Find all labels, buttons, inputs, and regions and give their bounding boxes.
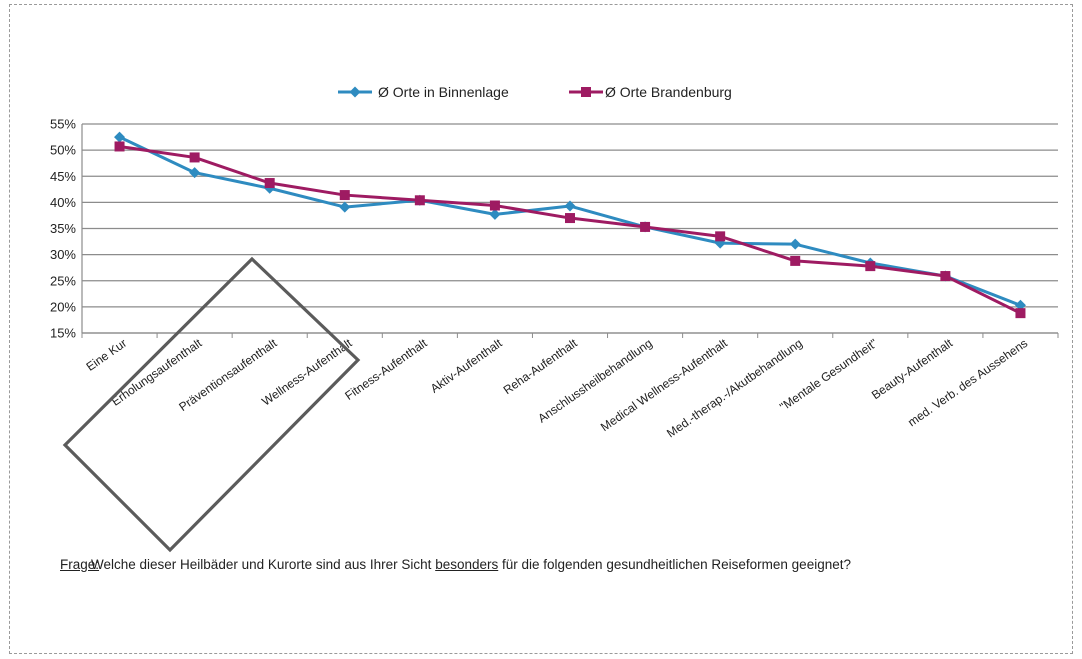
data-point-binnenlage — [189, 167, 201, 179]
data-point-brandenburg — [414, 195, 425, 206]
y-tick-label: 55% — [50, 117, 76, 132]
y-tick-label: 35% — [50, 221, 76, 236]
x-tick-label: Medical Wellness-Aufenthalt — [598, 336, 730, 435]
data-point-brandenburg — [790, 255, 801, 266]
data-point-binnenlage — [114, 131, 126, 143]
data-point-brandenburg — [189, 152, 200, 163]
y-tick-label: 50% — [50, 143, 76, 158]
data-point-brandenburg — [640, 221, 651, 232]
y-tick-label: 20% — [50, 299, 76, 314]
y-tick-label: 25% — [50, 273, 76, 288]
highlight-box — [62, 256, 361, 553]
question-label: Frage: — [60, 557, 100, 572]
legend-marker-brandenburg — [581, 87, 591, 97]
legend-label-1: Ø Orte in Binnenlage — [378, 84, 509, 100]
x-tick-label: Aktiv-Aufenthalt — [428, 336, 505, 396]
data-point-brandenburg — [489, 200, 500, 211]
data-point-brandenburg — [940, 271, 951, 282]
x-tick-label: med. Verb. des Aussehens — [905, 336, 1030, 429]
data-point-binnenlage — [789, 238, 801, 250]
data-point-binnenlage — [489, 208, 501, 220]
x-tick-label: Med.-therap.-/Akutbehandlung — [664, 336, 805, 440]
chart-frame — [9, 4, 1073, 654]
y-tick-label: 15% — [50, 326, 76, 341]
series-line-2 — [119, 144, 1022, 315]
data-point-brandenburg — [114, 141, 125, 152]
question-text-after: für die folgenden gesundheitlichen Reise… — [498, 557, 851, 572]
question-body: Welche dieser Heilbäder und Kurorte sind… — [91, 556, 1020, 574]
data-point-binnenlage — [1014, 299, 1026, 311]
y-tick-label: 30% — [50, 247, 76, 262]
data-point-brandenburg — [1015, 308, 1026, 319]
data-point-binnenlage — [564, 200, 576, 212]
data-point-brandenburg — [865, 261, 876, 272]
data-point-brandenburg — [339, 190, 350, 201]
data-point-binnenlage — [339, 201, 351, 213]
data-point-brandenburg — [715, 231, 726, 242]
y-tick-label: 45% — [50, 169, 76, 184]
x-tick-label: Eine Kur — [84, 336, 130, 374]
y-tick-label: 40% — [50, 195, 76, 210]
x-tick-label: Fitness-Aufenthalt — [342, 336, 430, 403]
question-text: Frage: Welche dieser Heilbäder und Kuror… — [60, 556, 1020, 574]
question-text-emphasis: besonders — [435, 557, 499, 572]
data-point-brandenburg — [264, 178, 275, 189]
question-text-before: Welche dieser Heilbäder und Kurorte sind… — [91, 557, 436, 572]
x-tick-label: Reha-Aufenthalt — [501, 336, 581, 398]
legend-marker-binnenlage — [349, 86, 361, 98]
legend-label-2: Ø Orte Brandenburg — [605, 84, 732, 100]
data-point-brandenburg — [565, 213, 575, 224]
